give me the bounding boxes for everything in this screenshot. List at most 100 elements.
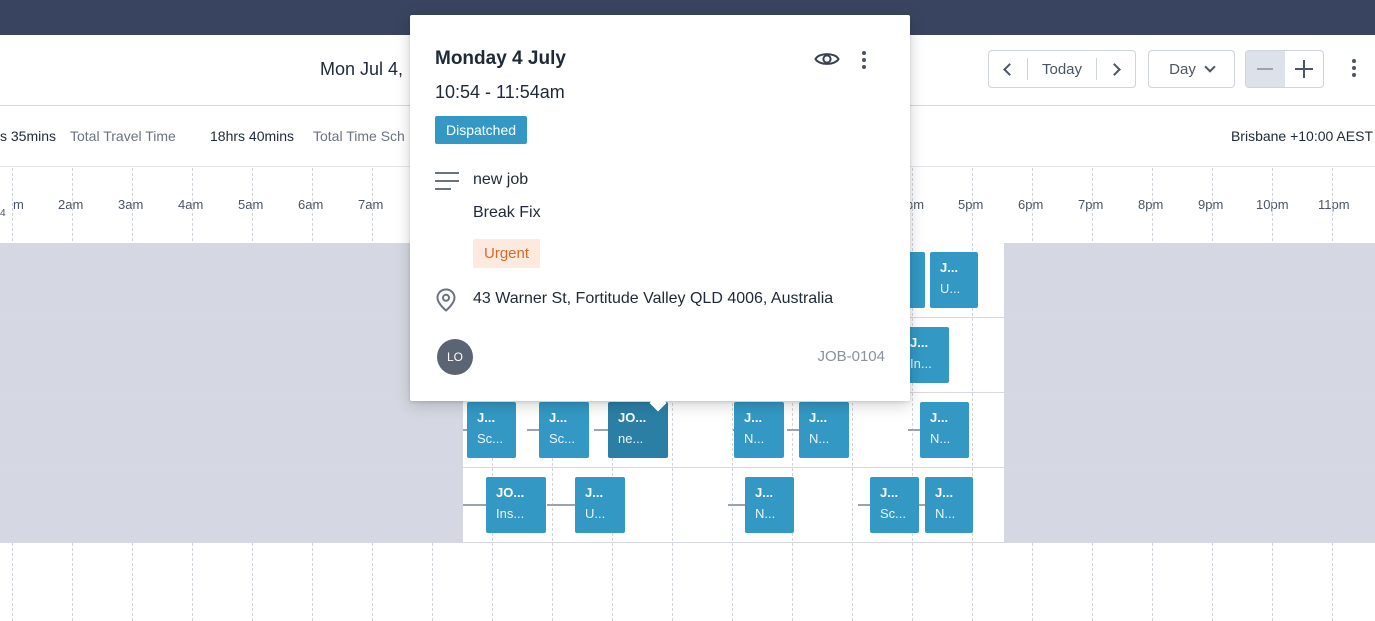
date-navigation: Today: [988, 50, 1136, 88]
job-card[interactable]: J... N...: [734, 402, 784, 458]
job-card-type: N...: [744, 431, 765, 446]
hour-gridline: [912, 168, 913, 621]
eye-icon[interactable]: [814, 50, 840, 68]
job-card[interactable]: J... U...: [930, 252, 978, 308]
more-options-button[interactable]: [1346, 59, 1362, 77]
job-title: new job: [473, 171, 529, 188]
job-card-id: J...: [930, 410, 949, 425]
travel-connector: [908, 429, 920, 431]
timezone-label: Brisbane +10:00 AEST: [1230, 128, 1373, 144]
job-card[interactable]: J... N...: [799, 402, 849, 458]
job-card-id: JO...: [618, 410, 647, 425]
job-card-type: Sc...: [549, 431, 576, 446]
hour-label: 8pm: [1138, 197, 1164, 212]
chevron-right-icon: [1108, 62, 1121, 76]
schedule-grid: J... U... J... In... J... Sc... J... Sc... JO...…: [0, 168, 1375, 621]
unavailable-time-block: [0, 243, 463, 317]
scheduled-time-label: Total Time Sch: [313, 128, 405, 144]
job-card-type: In...: [910, 356, 932, 371]
previous-day-button[interactable]: [989, 51, 1027, 87]
job-card-id: J...: [744, 410, 763, 425]
zoom-controls: [1245, 50, 1324, 88]
travel-connector: [858, 504, 870, 506]
job-card[interactable]: J... Sc...: [870, 477, 919, 533]
job-card-id: J...: [755, 485, 774, 500]
current-date-title: Mon Jul 4,: [320, 59, 404, 79]
hour-label: pm: [906, 197, 925, 212]
travel-connector: [463, 429, 467, 431]
job-card[interactable]: J... N...: [925, 477, 973, 533]
job-address[interactable]: 43 Warner St, Fortitude Valley QLD 4006,…: [473, 290, 834, 307]
job-card[interactable]: J... U...: [575, 477, 625, 533]
hour-label: 2am: [58, 197, 84, 212]
hour-label: 6pm: [1018, 197, 1044, 212]
travel-connector: [547, 504, 575, 506]
hour-label: 11pm: [1318, 197, 1350, 212]
job-card-type: N...: [930, 431, 951, 446]
next-day-button[interactable]: [1097, 51, 1135, 87]
unavailable-time-block: [1004, 318, 1375, 392]
job-card-type: ne...: [618, 431, 644, 446]
job-time-range: 10:54 - 11:54am: [435, 82, 565, 102]
today-button[interactable]: Today: [1027, 58, 1097, 80]
row-header-label: 4: [0, 208, 6, 219]
map-pin-icon: [436, 288, 456, 312]
travel-connector: [787, 429, 799, 431]
travel-time-value: s 35mins: [0, 128, 57, 144]
job-date: Monday 4 July: [435, 48, 566, 69]
job-card-type: N...: [809, 431, 830, 446]
job-details-popover: Monday 4 July 10:54 - 11:54am Dispatched…: [410, 15, 910, 412]
job-card-type: Sc...: [880, 506, 907, 521]
job-card-id: J...: [809, 410, 828, 425]
scheduled-time-value: 18hrs 40mins: [210, 128, 295, 144]
unavailable-time-block: [0, 468, 463, 542]
travel-connector: [527, 429, 539, 431]
job-card[interactable]: J... N...: [745, 477, 794, 533]
view-mode-select[interactable]: Day: [1148, 50, 1235, 88]
job-card-id: J...: [549, 410, 568, 425]
job-card[interactable]: J... Sc...: [539, 402, 589, 458]
technician-row: J... U...: [0, 243, 1375, 318]
technician-row: J... Sc... J... Sc... JO... ne... J... N... J...…: [0, 393, 1375, 468]
job-card-type: U...: [940, 281, 961, 296]
job-number[interactable]: JOB-0104: [817, 348, 885, 365]
unavailable-time-block: [0, 318, 463, 392]
job-card-id: J...: [910, 335, 929, 350]
hour-label: 4am: [178, 197, 204, 212]
hour-label: 5am: [238, 197, 264, 212]
chevron-down-icon: [1204, 61, 1216, 73]
travel-connector: [463, 504, 486, 506]
hour-label: 3am: [118, 197, 144, 212]
more-vertical-icon: [862, 51, 866, 55]
job-card-type: N...: [755, 506, 776, 521]
job-card[interactable]: JO... Ins...: [486, 477, 546, 533]
job-card[interactable]: J... N...: [920, 402, 969, 458]
travel-connector: [594, 429, 608, 431]
hour-label: 9pm: [1198, 197, 1224, 212]
job-card[interactable]: J... Sc...: [467, 402, 516, 458]
avatar[interactable]: LO: [437, 339, 473, 375]
travel-connector: [919, 504, 925, 506]
job-card-id: J...: [585, 485, 604, 500]
view-mode-label: Day: [1169, 60, 1196, 78]
hour-gridline: [972, 168, 973, 621]
job-card-id: J...: [940, 260, 959, 275]
job-card-id: J...: [935, 485, 954, 500]
zoom-in-button[interactable]: [1285, 51, 1324, 87]
job-card-id: J...: [477, 410, 496, 425]
hour-label: 7am: [358, 197, 384, 212]
unavailable-time-block: [1004, 468, 1375, 542]
zoom-out-button[interactable]: [1246, 51, 1285, 87]
plus-icon: [1294, 60, 1313, 78]
job-card-id: J...: [880, 485, 899, 500]
job-card-type: N...: [935, 506, 956, 521]
job-category: Break Fix: [473, 204, 541, 221]
job-card-type: Sc...: [477, 431, 504, 446]
job-card-type: Ins...: [496, 506, 525, 521]
priority-badge: Urgent: [473, 239, 541, 268]
unavailable-time-block: [0, 393, 463, 467]
minus-icon: [1257, 68, 1274, 70]
job-card-id: JO...: [496, 485, 525, 500]
job-more-options-button[interactable]: [860, 51, 868, 69]
hour-label: 6am: [298, 197, 324, 212]
